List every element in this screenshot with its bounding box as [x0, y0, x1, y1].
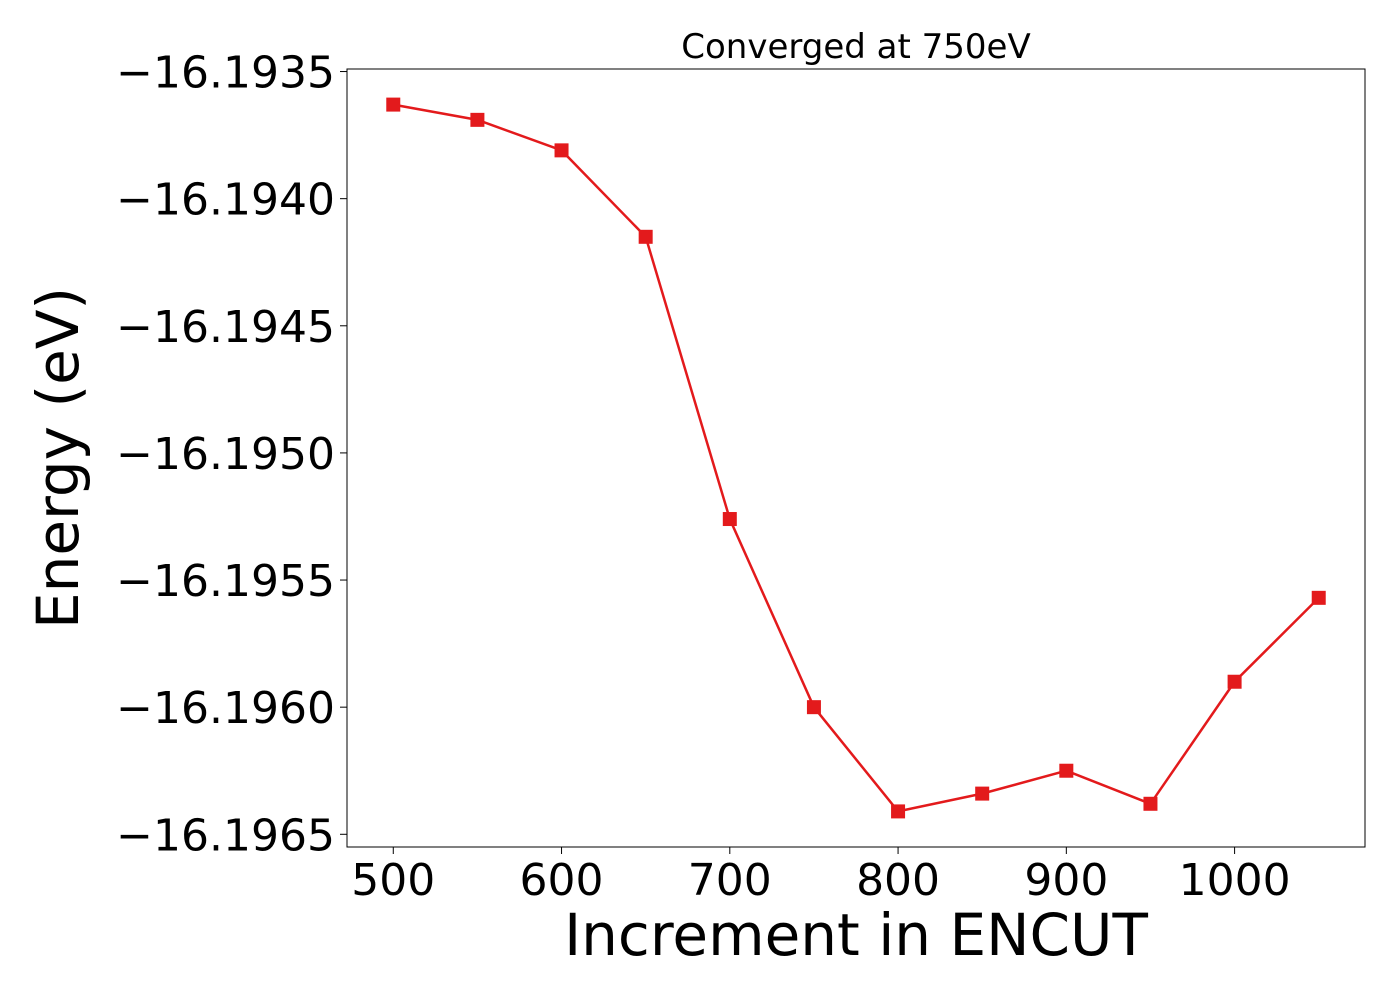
data-point	[386, 97, 401, 112]
x-tick-label: 800	[856, 855, 940, 906]
chart-title: Converged at 750eV	[681, 27, 1030, 67]
y-tick-label: −16.1950	[116, 429, 335, 480]
y-tick-label: −16.1960	[116, 683, 335, 734]
ticks: 500 600 700 800 900 1000 −16.1935 −16.1940 −16.1…	[116, 48, 1290, 906]
series-line	[393, 103, 1320, 813]
y-tick-label: −16.1965	[116, 810, 335, 861]
data-point	[975, 786, 990, 801]
data-point	[722, 512, 737, 527]
data-point	[470, 112, 485, 127]
plot-frame	[346, 68, 1366, 848]
data-point	[1311, 590, 1326, 605]
data-point	[638, 229, 653, 244]
series	[386, 97, 1326, 819]
y-axis-label: Energy (eV)	[24, 287, 92, 629]
data-point	[806, 700, 821, 715]
data-point	[891, 804, 906, 819]
x-tick-label: 1000	[1179, 855, 1291, 906]
data-point	[1059, 763, 1074, 778]
x-tick-label: 900	[1024, 855, 1108, 906]
data-point	[1143, 796, 1158, 811]
y-tick-label: −16.1955	[116, 556, 335, 607]
data-point	[1227, 674, 1242, 689]
x-axis-label: Increment in ENCUT	[564, 901, 1148, 969]
data-point	[554, 143, 569, 158]
y-tick-label: −16.1935	[116, 48, 335, 99]
x-tick-label: 600	[520, 855, 604, 906]
x-tick-label: 500	[351, 855, 435, 906]
y-tick-label: −16.1940	[116, 175, 335, 226]
x-tick-label: 700	[688, 855, 772, 906]
y-tick-label: −16.1945	[116, 302, 335, 353]
